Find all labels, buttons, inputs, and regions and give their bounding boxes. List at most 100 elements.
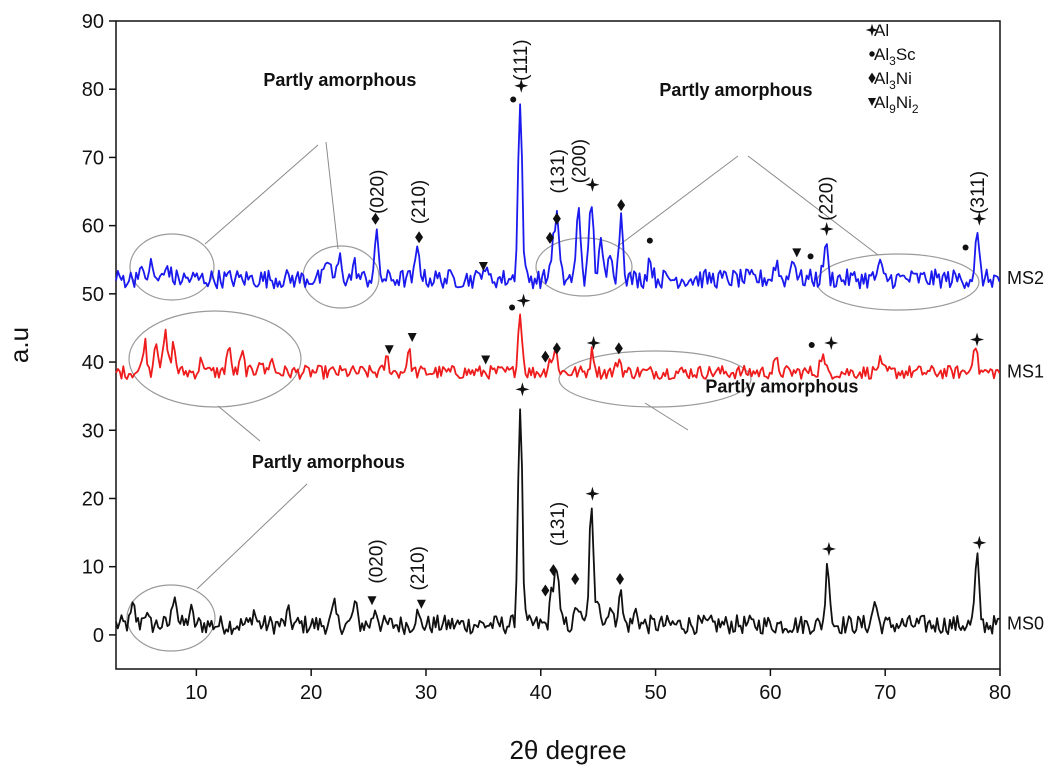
annotation-text: Partly amorphous — [252, 452, 405, 472]
x-tick-label: 80 — [989, 682, 1011, 704]
marker-diamond — [549, 564, 558, 577]
marker-triangle — [416, 599, 426, 609]
marker-star — [585, 177, 600, 192]
marker-diamond — [614, 342, 623, 355]
x-tick-label: 20 — [300, 682, 322, 704]
annotations: Partly amorphous Partly amorphous Partly a… — [252, 70, 859, 472]
arrow — [217, 405, 261, 442]
legend-element: Sc — [896, 45, 916, 64]
x-axis-title: 2θ degree — [509, 735, 626, 765]
marker-diamond — [545, 231, 554, 244]
marker-triangle — [384, 345, 394, 355]
marker-star — [514, 78, 529, 93]
marker-star — [821, 541, 836, 556]
peak-label: (020) — [366, 539, 387, 583]
legend-label: Al9Ni2 — [874, 93, 919, 116]
y-tick-label: 20 — [82, 488, 104, 510]
peak-label: (200) — [570, 139, 591, 183]
marker-dot — [646, 237, 653, 244]
series-labels: MS0 MS1 MS2 — [1007, 268, 1044, 634]
marker-dot — [807, 253, 814, 260]
x-tick-label: 70 — [874, 682, 896, 704]
marker-star — [585, 486, 600, 501]
marker-dot — [509, 304, 516, 311]
marker-dot — [808, 342, 815, 348]
marker-diamond — [541, 350, 550, 363]
peak-label: (210) — [408, 546, 429, 590]
marker-star — [824, 335, 839, 350]
y-tick-label: 0 — [93, 625, 104, 647]
series-label-ms0: MS0 — [1007, 614, 1044, 634]
peak-label: (131) — [548, 502, 569, 546]
marker-triangle — [792, 248, 802, 258]
marker-star — [972, 211, 987, 226]
arrow — [644, 402, 689, 431]
x-tick-label: 40 — [530, 682, 552, 704]
marker-dot — [869, 51, 875, 57]
peak-label: (131) — [548, 149, 569, 193]
marker-diamond — [868, 72, 876, 84]
peak-labels: (020) (210)(131)(020) (210)(111)(131) (200)… — [366, 39, 989, 590]
marker-star — [972, 535, 987, 550]
x-tick-label: 50 — [644, 682, 666, 704]
marker-triangle — [481, 355, 491, 365]
annotation-text: Partly amorphous — [659, 80, 812, 100]
arrow — [204, 144, 319, 245]
legend-label: Al3Ni — [874, 69, 912, 92]
arrow — [325, 141, 339, 250]
annotation-text: Partly amorphous — [705, 377, 858, 397]
peak-label: (020) — [368, 170, 389, 214]
marker-dot — [962, 244, 969, 251]
marker-star — [516, 293, 531, 308]
marker-star — [586, 335, 601, 350]
marker-triangle — [407, 332, 417, 342]
arrow — [617, 155, 739, 247]
marker-triangle — [367, 596, 377, 606]
marker-diamond — [571, 572, 580, 585]
marker-diamond — [415, 231, 424, 244]
legend-label: Al — [874, 21, 889, 40]
amorphous-ellipse — [535, 237, 633, 297]
series-label-ms2: MS2 — [1007, 268, 1044, 288]
marker-diamond — [371, 212, 380, 225]
y-tick-label: 90 — [82, 11, 104, 33]
marker-triangle — [867, 97, 877, 107]
amorphous-ellipse — [129, 233, 215, 301]
series-line-ms0 — [115, 408, 1000, 635]
legend-element: Ni — [896, 69, 912, 88]
axis-ticks: 10 20 30 40 50 60 70 80 0 10 20 30 40 50 60 70 80 90 — [82, 11, 1011, 704]
marker-dot — [510, 96, 517, 103]
legend-subscript: 3 — [889, 78, 896, 92]
marker-diamond — [541, 584, 550, 597]
annotation-text: Partly amorphous — [263, 70, 416, 90]
marker-diamond — [552, 212, 561, 225]
marker-diamond — [552, 342, 561, 355]
plot-frame — [115, 20, 1001, 670]
marker-triangle — [478, 262, 488, 272]
legend-subscript: 2 — [912, 102, 919, 116]
y-tick-label: 60 — [82, 216, 104, 238]
peak-label: (111) — [511, 39, 532, 81]
x-tick-label: 10 — [185, 682, 207, 704]
legend-label: Al3Sc — [874, 45, 916, 68]
annotation-arrows — [196, 141, 879, 590]
legend-subscript: 9 — [889, 102, 896, 116]
x-tick-label: 30 — [415, 682, 437, 704]
y-tick-label: 40 — [82, 352, 104, 374]
y-tick-label: 10 — [82, 557, 104, 579]
arrow — [747, 155, 879, 256]
y-tick-label: 30 — [82, 420, 104, 442]
peak-label: (311) — [968, 171, 989, 214]
series-line-ms2 — [115, 103, 1001, 290]
marker-star — [515, 382, 530, 397]
marker-star — [819, 222, 834, 237]
peak-label: (210) — [409, 180, 430, 224]
legend-subscript: 3 — [889, 54, 896, 68]
legend-element: Ni — [896, 93, 912, 112]
x-tick-label: 60 — [759, 682, 781, 704]
marker-star — [970, 332, 985, 347]
marker-diamond — [617, 199, 626, 212]
marker-diamond — [615, 572, 624, 585]
y-tick-label: 80 — [82, 79, 104, 101]
